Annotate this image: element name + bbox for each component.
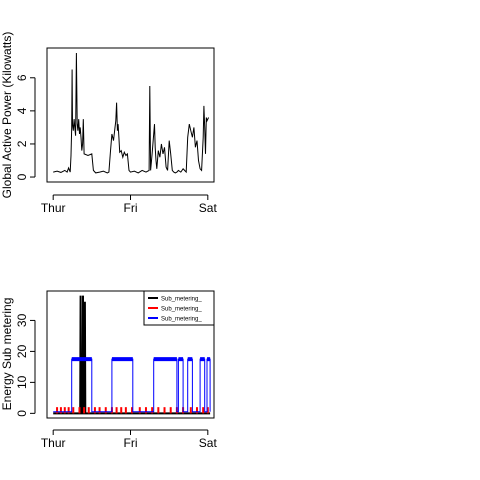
legend-label: Sub_metering_ [161,307,202,313]
y-tick-label: 0 [15,410,29,417]
y-tick-label: 30 [15,313,29,327]
submetering-y-axis: 0 10 20 30 [15,313,36,417]
y-tick-label: 2 [15,140,29,147]
y-tick-label: 20 [15,344,29,358]
y-tick-label: 4 [15,107,29,114]
power-series-group [53,52,210,174]
power-chart: 0 2 4 6 Thur Fri Sat Global Active Power (Kil… [0,32,217,215]
power-plot-frame [46,47,215,183]
series-line-2 [53,358,211,413]
submetering-plot-frame [46,290,215,419]
x-tick-label: Thur [41,201,66,215]
power-x-axis: Thur Fri Sat [41,194,218,215]
submetering-y-axis-label: Energy Sub metering [0,298,14,411]
power-y-axis-label: Global Active Power (Kilowatts) [0,32,14,199]
legend-label: Sub_metering_ [161,297,202,303]
x-tick-label: Fri [124,201,138,215]
submetering-legend: Sub_metering_ Sub_metering_ Sub_metering_ [143,290,215,326]
x-tick-label: Sat [199,201,218,215]
x-tick-label: Fri [124,436,138,450]
legend-label: Sub_metering_ [161,317,202,323]
x-tick-label: Sat [199,436,218,450]
submetering-series-group [53,295,211,415]
y-tick-label: 10 [15,375,29,389]
x-tick-label: Thur [41,436,66,450]
y-tick-label: 6 [15,74,29,81]
submetering-x-axis: Thur Fri Sat [41,429,218,450]
y-tick-label: 0 [15,173,29,180]
series-line-0 [53,52,210,174]
power-y-axis: 0 2 4 6 [15,74,36,180]
series-line-0 [53,295,211,415]
